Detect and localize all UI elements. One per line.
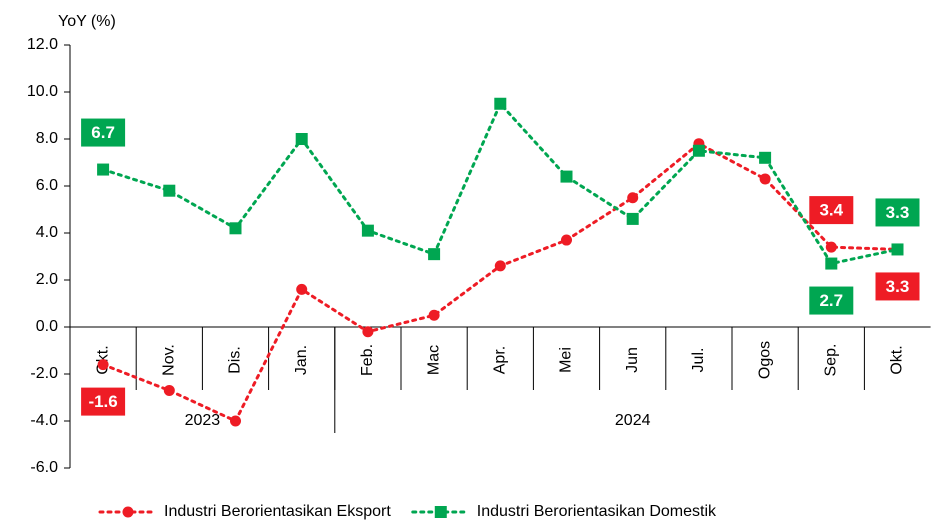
x-tick-label: Okt. xyxy=(889,345,906,374)
legend-label: Industri Berorientasikan Eksport xyxy=(164,503,391,520)
marker xyxy=(759,151,772,164)
x-tick-label: Sep. xyxy=(823,344,840,377)
y-tick-label: 2.0 xyxy=(36,271,58,288)
marker xyxy=(759,173,771,185)
marker xyxy=(97,163,110,176)
x-tick-label: Dis. xyxy=(227,346,244,374)
group-label: 2024 xyxy=(615,412,651,429)
marker xyxy=(494,97,507,110)
data-label: -1.6 xyxy=(88,392,117,411)
marker xyxy=(362,326,374,338)
y-tick-label: 10.0 xyxy=(27,83,58,100)
y-tick-label: 0.0 xyxy=(36,318,58,335)
y-tick-label: 6.0 xyxy=(36,177,58,194)
marker xyxy=(825,241,837,253)
marker xyxy=(891,243,904,256)
data-label: 3.3 xyxy=(886,203,910,222)
series-line xyxy=(101,101,899,266)
marker xyxy=(230,415,241,427)
data-label-box xyxy=(875,198,920,227)
data-label-box xyxy=(809,196,854,225)
data-label-box xyxy=(875,272,920,301)
x-tick-label: Mei xyxy=(558,347,575,373)
marker xyxy=(825,257,838,270)
y-tick-label: 12.0 xyxy=(27,36,58,53)
series-line xyxy=(101,141,899,423)
data-label: 3.4 xyxy=(819,201,843,220)
marker xyxy=(97,359,109,371)
x-tick-label: Ogos xyxy=(756,341,773,379)
data-label: 6.7 xyxy=(91,123,115,142)
marker xyxy=(295,133,308,145)
y-tick-label: -2.0 xyxy=(30,365,58,382)
marker xyxy=(560,170,573,183)
data-label: 2.7 xyxy=(819,291,843,310)
y-tick-label: 4.0 xyxy=(36,224,58,241)
x-tick-label: Jul. xyxy=(690,348,707,373)
x-tick-label: Feb. xyxy=(359,344,376,376)
data-label-box xyxy=(81,118,126,147)
marker xyxy=(296,283,308,295)
group-label: 2023 xyxy=(185,412,221,429)
marker xyxy=(561,234,572,246)
marker xyxy=(163,384,175,396)
data-label-box xyxy=(81,387,126,416)
x-tick-label: Apr. xyxy=(492,346,509,374)
marker xyxy=(428,309,440,321)
marker xyxy=(229,222,242,235)
marker xyxy=(692,144,705,157)
marker xyxy=(163,184,176,197)
y-tick-label: -6.0 xyxy=(30,459,58,476)
x-tick-label: Mac xyxy=(425,345,442,375)
x-tick-label: Jun xyxy=(624,347,641,373)
data-label-box xyxy=(809,286,854,315)
marker xyxy=(626,212,639,225)
data-label: 3.3 xyxy=(886,277,910,296)
marker xyxy=(627,192,639,204)
x-tick-label: Jan. xyxy=(293,345,310,375)
legend-marker xyxy=(122,506,134,518)
marker xyxy=(361,224,374,237)
y-tick-label: 8.0 xyxy=(36,130,58,147)
marker xyxy=(428,248,441,261)
x-tick-label: Nov. xyxy=(161,344,178,376)
marker xyxy=(494,260,506,272)
legend-label: Industri Berorientasikan Domestik xyxy=(477,503,717,520)
legend-marker xyxy=(434,506,447,518)
y-axis-label: YoY (%) xyxy=(58,13,116,30)
y-tick-label: -4.0 xyxy=(30,412,58,429)
